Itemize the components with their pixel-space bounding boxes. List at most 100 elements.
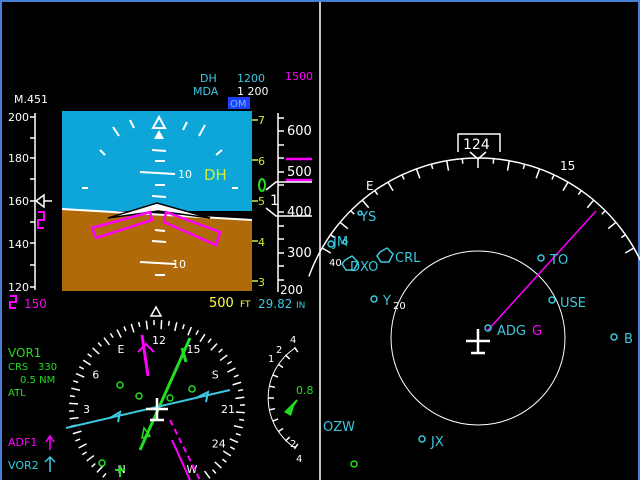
lubber-line xyxy=(149,305,163,317)
sky-pointer xyxy=(154,130,164,139)
crs-label: CRS xyxy=(8,362,28,373)
waypoint-jm: JM xyxy=(332,235,348,250)
pitch-ladder xyxy=(139,149,176,276)
to-from-flag xyxy=(141,426,152,440)
heading-readout: 124 xyxy=(463,137,490,153)
distance-readout: 0.5 NM xyxy=(20,375,55,386)
flight-plan-route xyxy=(487,210,597,331)
rmi-num-2-bot: 2 xyxy=(290,439,296,450)
course-pointer xyxy=(138,337,192,451)
speed-tick-180: 180 xyxy=(8,152,29,165)
mda-value: 1 200 xyxy=(237,85,269,98)
alt-tick-400: 400 xyxy=(287,205,312,220)
alt-tick-200: 200 xyxy=(280,283,303,297)
dh-label: DH xyxy=(200,72,217,85)
speed-bug-icon xyxy=(9,295,17,309)
aircraft-symbol-nd xyxy=(466,329,490,355)
adf1-pointer-icon xyxy=(45,434,55,450)
rmi-value: 0.8 xyxy=(296,384,314,397)
speed-tick-160: 160 xyxy=(8,195,29,208)
alt-tick-600: 600 xyxy=(287,124,312,139)
roll-pointer xyxy=(151,114,167,129)
pitch-label-lower: 10 xyxy=(172,258,186,271)
waypoint-adg: ADG xyxy=(497,324,526,339)
hsi-panel: VOR1 CRS 330 0.5 NM ATL ADF1 VOR2 121521… xyxy=(8,305,358,480)
alt-tick-500: 500 xyxy=(287,165,312,180)
compass-label-15: 15 xyxy=(187,343,201,356)
compass-label-E: E xyxy=(118,343,125,356)
altitude-readout-box xyxy=(265,181,312,217)
attitude-indicator: 10 10 DH xyxy=(61,111,253,291)
mach-readout: M.451 xyxy=(14,93,48,106)
speed-tick-140: 140 xyxy=(8,238,29,251)
altitude-tape: 600 500 400 300 200 1 xyxy=(265,113,312,297)
vs-mark-6: 6 xyxy=(258,155,265,168)
waypoint-use: USE xyxy=(560,296,586,311)
waypoint-ys: YS xyxy=(359,210,376,225)
vs-mark-5: 5 xyxy=(258,195,265,208)
speed-tick-200: 200 xyxy=(8,111,29,124)
waypoint-y: Y xyxy=(382,294,391,309)
vs-mark-3: 3 xyxy=(258,276,265,289)
roll-scale xyxy=(82,119,238,189)
waypoint-symbols xyxy=(327,210,618,443)
altitude-current: 1 xyxy=(270,193,279,209)
selected-altitude: 1500 xyxy=(285,70,313,83)
crs-value: 330 xyxy=(38,362,57,373)
waypoint-b: B xyxy=(624,332,633,347)
adf1-label: ADF1 xyxy=(8,436,37,449)
dh-alert: DH xyxy=(204,166,227,184)
outer-marker-label: OM xyxy=(230,99,247,110)
range-inner: 20 xyxy=(393,301,406,312)
navigation-display: 124 E 15 40 20 YS JM DXO CRL TO Y USE AD… xyxy=(308,133,640,450)
rmi-num-4-top: 4 xyxy=(290,335,296,346)
rmi-num-2-top: 2 xyxy=(276,345,282,356)
baro-unit: IN xyxy=(296,301,305,311)
station-id: ATL xyxy=(8,388,26,399)
rmi-num-4-bot: 4 xyxy=(296,454,302,465)
speed-bug-value: 150 xyxy=(24,297,47,311)
waypoint-crl: CRL xyxy=(395,251,421,266)
vs-mark-4: 4 xyxy=(258,236,265,249)
horizon-line xyxy=(61,208,253,221)
range-outer: 40 xyxy=(329,258,342,269)
ground xyxy=(62,209,252,291)
range-ring xyxy=(390,250,566,426)
glideslope-indicator xyxy=(258,178,266,192)
speed-bug xyxy=(37,211,45,229)
waypoint-to: TO xyxy=(549,253,568,268)
adf1-needle xyxy=(169,419,201,480)
pitch-label-upper: 10 xyxy=(178,168,192,181)
vor1-label: VOR1 xyxy=(8,346,41,360)
primary-flight-display: 10 10 DH M.451 DH 1200 MDA 1 200 1500 OM xyxy=(8,70,313,311)
rmi-arc: 4 2 1 2 4 0.8 xyxy=(267,335,314,465)
scale-label-15: 15 xyxy=(560,159,575,173)
compass-label-W: W xyxy=(187,463,198,476)
rmi-num-1: 1 xyxy=(268,354,274,365)
compass-label-6: 6 xyxy=(92,369,99,382)
waypoint-ozw: OZW xyxy=(323,420,355,435)
scale-label-e: E xyxy=(366,179,374,193)
heading-bug xyxy=(140,334,150,377)
waypoint-adg-active: G xyxy=(532,324,542,339)
vor2-label: VOR2 xyxy=(8,459,39,472)
waypoint-dxc: DXO xyxy=(350,260,378,275)
outer-marker-box xyxy=(228,97,250,109)
compass-label-3: 3 xyxy=(83,403,90,416)
flight-director-left xyxy=(90,210,154,240)
alt-tick-300: 300 xyxy=(287,246,312,261)
heading-box xyxy=(457,133,501,160)
speed-tick-120: 120 xyxy=(8,281,29,294)
vor2-pointer-icon xyxy=(44,455,56,472)
dh-value: 1200 xyxy=(237,72,265,85)
deviation-dots xyxy=(98,381,358,468)
speed-tape: 200 180 160 140 120 150 xyxy=(8,111,52,311)
compass-label-21: 21 xyxy=(221,403,235,416)
aircraft-symbol-hsi xyxy=(146,398,168,422)
compass-label-S: S xyxy=(212,369,219,382)
compass-label-24: 24 xyxy=(212,438,226,451)
waypoint-jx: JX xyxy=(430,435,444,450)
speed-pointer xyxy=(34,193,45,209)
